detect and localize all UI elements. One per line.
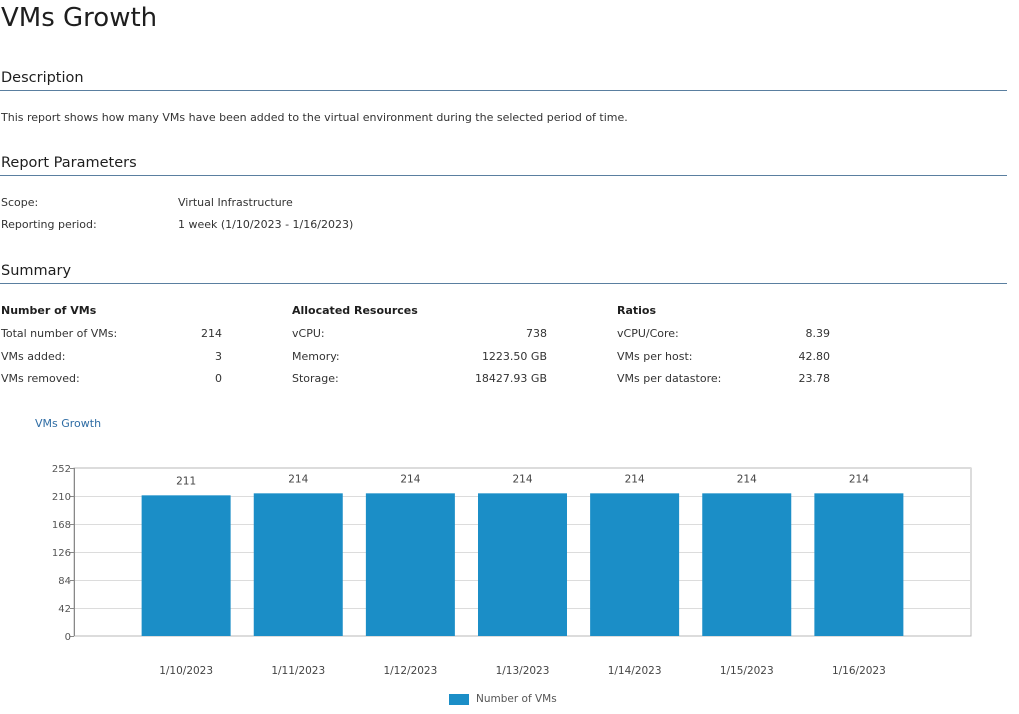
x-tick-label: 1/16/2023: [832, 665, 886, 677]
period-label: Reporting period:: [1, 218, 97, 231]
storage-value: 18427.93 GB: [474, 372, 547, 385]
bar: [365, 493, 455, 636]
vms-per-datastore-label: VMs per datastore:: [617, 372, 722, 385]
y-tick-label: 252: [52, 464, 71, 475]
bar: [478, 493, 567, 636]
description-text: This report shows how many VMs have been…: [1, 111, 628, 124]
legend-swatch: [449, 694, 469, 705]
x-tick-label: 1/14/2023: [608, 665, 662, 677]
vms-total-value: 214: [201, 327, 222, 340]
data-label: 211: [176, 475, 196, 487]
bar: [141, 495, 231, 636]
bar: [702, 493, 792, 636]
vms-added-value: 3: [215, 350, 222, 363]
y-tick-label: 210: [52, 492, 71, 503]
y-tick-label: 42: [58, 604, 71, 615]
parameters-divider: [0, 175, 1007, 176]
scope-label: Scope:: [1, 196, 39, 209]
y-tick-label: 126: [52, 548, 71, 559]
vms-per-datastore-value: 23.78: [798, 372, 831, 385]
parameters-heading: Report Parameters: [1, 155, 137, 171]
data-label: 214: [849, 473, 869, 485]
data-label: 214: [625, 473, 645, 485]
vms-per-host-label: VMs per host:: [617, 350, 693, 363]
chart-title: VMs Growth: [35, 417, 102, 430]
description-heading: Description: [1, 70, 84, 86]
bar: [590, 493, 680, 636]
vms-per-host-value: 42.80: [798, 350, 831, 363]
y-tick-label: 0: [65, 632, 71, 643]
summary-divider: [0, 283, 1007, 284]
vcpu-value: 738: [526, 327, 547, 340]
resources-heading: Allocated Resources: [292, 304, 418, 317]
vcpu-core-value: 8.39: [805, 327, 831, 340]
summary-heading: Summary: [1, 263, 72, 279]
memory-label: Memory:: [292, 350, 340, 363]
vms-growth-chart: 0 42 84 126 168 210 252 211 1/10/2023 214 1/11/202…: [52, 464, 972, 677]
x-tick-label: 1/12/2023: [383, 665, 437, 677]
storage-label: Storage:: [292, 372, 339, 385]
vms-removed-value: 0: [215, 372, 222, 385]
x-tick-label: 1/13/2023: [496, 665, 550, 677]
y-tick-label: 168: [52, 520, 71, 531]
data-label: 214: [400, 473, 420, 485]
scope-value: Virtual Infrastructure: [178, 196, 293, 209]
legend-label: Number of VMs: [476, 693, 557, 705]
period-value: 1 week (1/10/2023 - 1/16/2023): [178, 218, 354, 231]
description-divider: [0, 90, 1007, 91]
page-title: VMs Growth: [1, 3, 158, 33]
vms-heading: Number of VMs: [1, 304, 97, 317]
vms-total-label: Total number of VMs:: [1, 327, 118, 340]
bar: [253, 493, 343, 636]
vcpu-core-label: vCPU/Core:: [617, 327, 679, 340]
ratios-heading: Ratios: [617, 304, 657, 317]
data-label: 214: [512, 473, 532, 485]
vms-removed-label: VMs removed:: [1, 372, 80, 385]
x-tick-label: 1/10/2023: [159, 665, 213, 677]
data-label: 214: [288, 473, 308, 485]
vcpu-label: vCPU:: [292, 327, 325, 340]
bar: [814, 493, 904, 636]
data-label: 214: [737, 473, 757, 485]
x-tick-label: 1/11/2023: [271, 665, 325, 677]
y-tick-label: 84: [58, 576, 71, 587]
vms-added-label: VMs added:: [1, 350, 66, 363]
memory-value: 1223.50 GB: [481, 350, 547, 363]
x-tick-label: 1/15/2023: [720, 665, 774, 677]
